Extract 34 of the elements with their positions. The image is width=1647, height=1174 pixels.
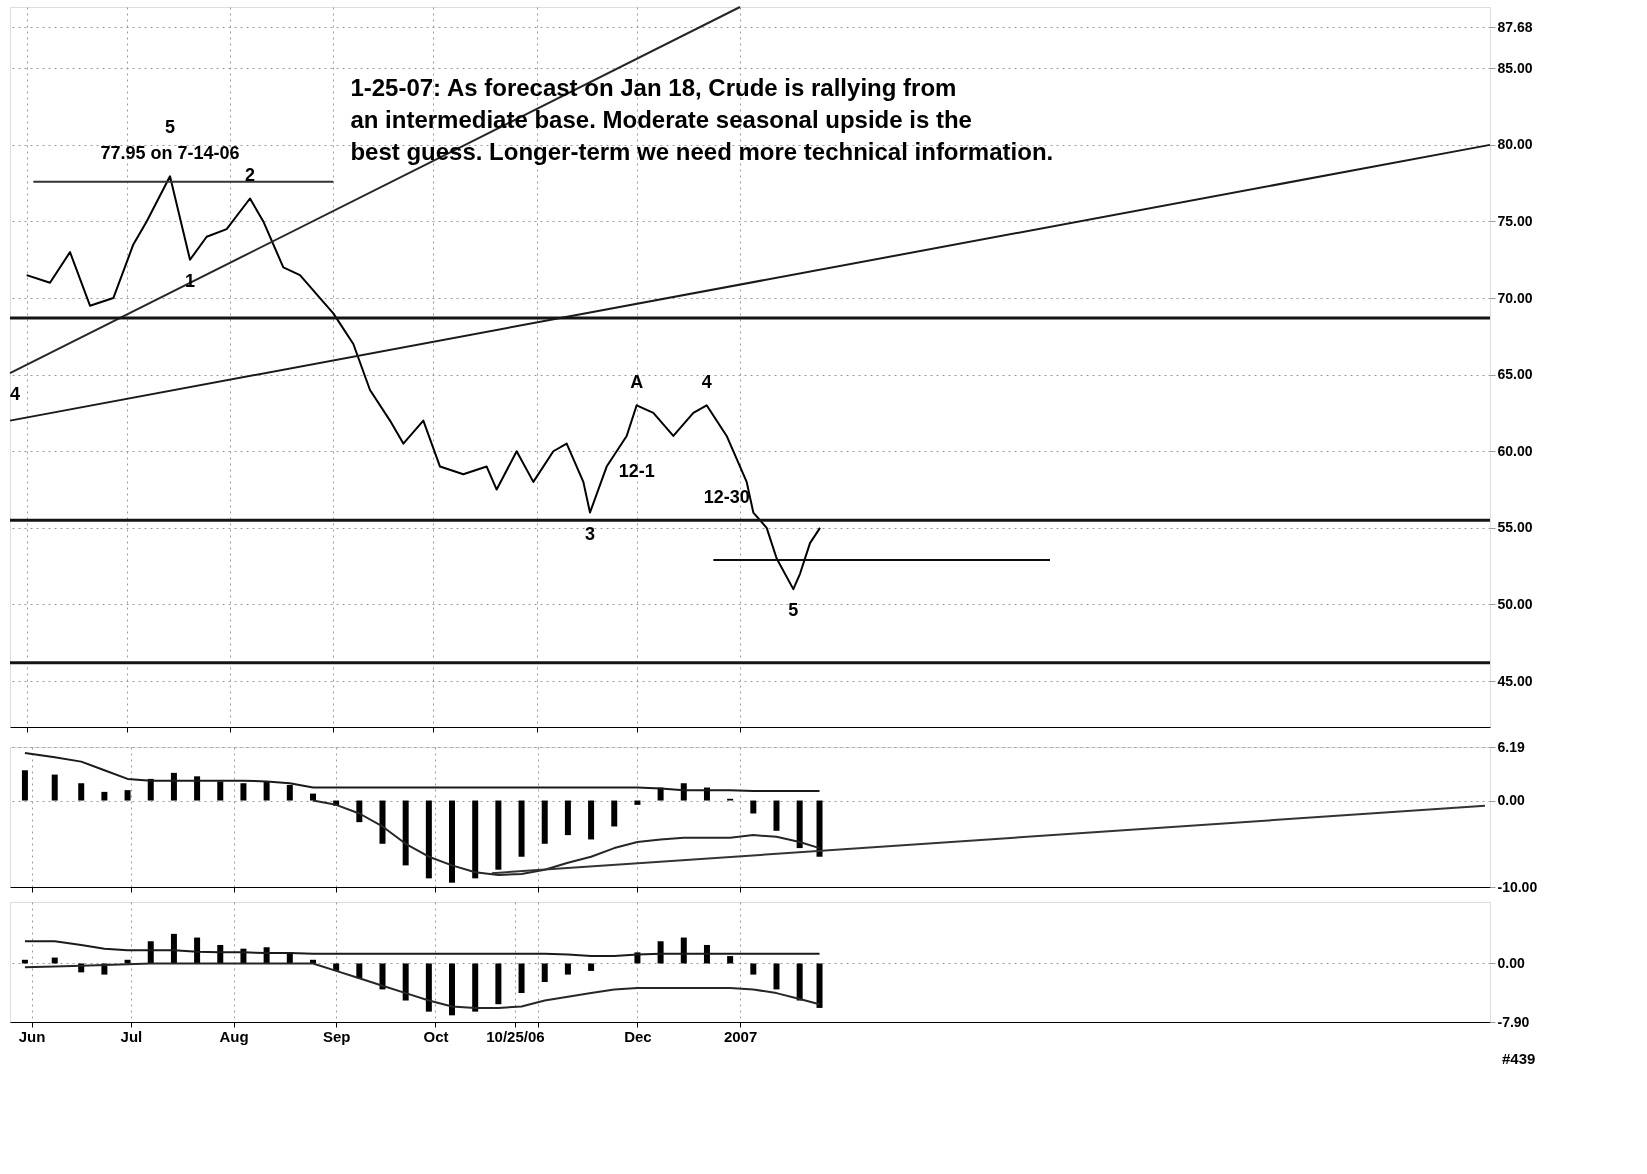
annotation: 12-1 xyxy=(618,461,655,482)
x-tick-label: Jul xyxy=(120,1027,143,1045)
text: #439 xyxy=(1502,1050,1536,1067)
annotation: 3 xyxy=(584,523,596,544)
y-tick-label: 87.68 xyxy=(1497,18,1533,35)
x-tick-label: Sep xyxy=(322,1027,351,1045)
x-tick-label: Dec xyxy=(624,1027,652,1045)
y-tick-label: 65.00 xyxy=(1497,366,1533,383)
annotation: 2 xyxy=(244,165,256,186)
annotation: 12-30 xyxy=(703,487,750,508)
y-tick-label: 55.00 xyxy=(1497,519,1533,536)
annotation: A xyxy=(630,372,644,393)
y-tick-label: 75.00 xyxy=(1497,212,1533,229)
annotation: 5 xyxy=(164,117,176,138)
y-tick-label: 50.00 xyxy=(1497,595,1533,612)
x-tick-label: Oct xyxy=(423,1027,449,1045)
y-tick-label: 60.00 xyxy=(1497,442,1533,459)
x-tick-label: 10/25/06 xyxy=(486,1027,545,1045)
y-tick-label: 6.19 xyxy=(1497,738,1525,755)
x-tick-label: Aug xyxy=(219,1027,249,1045)
x-tick-label: 2007 xyxy=(723,1027,758,1045)
y-tick-label: -7.90 xyxy=(1497,1013,1530,1030)
y-tick-label: 0.00 xyxy=(1497,954,1525,971)
y-tick-label: 70.00 xyxy=(1497,289,1533,306)
annotation: 77.95 on 7-14-06 xyxy=(100,143,240,164)
x-tick-label: Jun xyxy=(18,1027,46,1045)
y-tick-label: -10.00 xyxy=(1497,878,1538,895)
annotation: 5 xyxy=(788,600,799,621)
annotation: 4 xyxy=(10,384,21,405)
y-tick-label: 45.00 xyxy=(1497,672,1533,689)
y-tick-label: 80.00 xyxy=(1497,136,1533,153)
y-tick-label: 0.00 xyxy=(1497,792,1525,809)
annotation: 4 xyxy=(701,372,712,393)
y-tick-label: 85.00 xyxy=(1497,59,1533,76)
